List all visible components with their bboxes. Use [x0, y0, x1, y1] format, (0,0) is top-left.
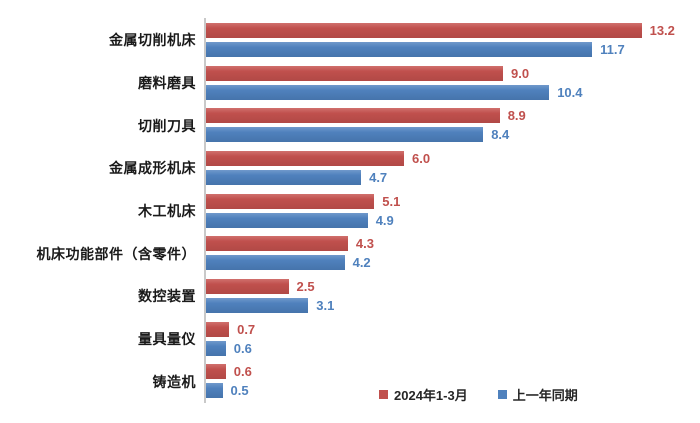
category-label: 量具量仪 [138, 331, 196, 348]
value-label: 3.1 [316, 298, 335, 314]
data-bar-series-2 [206, 42, 593, 57]
bar-row: 4.2 [206, 255, 700, 271]
category-label: 数控装置 [138, 288, 196, 305]
bar-row: 8.9 [206, 108, 700, 124]
legend-item: 2024年1-3月 [379, 385, 468, 404]
bar-group: 13.2 11.7 [206, 23, 700, 61]
chart-group: 磨料磨具 9.0 10.4 [0, 62, 700, 105]
bar-row: 3.1 [206, 298, 700, 314]
legend-label: 2024年1-3月 [394, 388, 468, 403]
data-bar-series-1 [206, 193, 375, 209]
data-bar-series-1 [206, 108, 500, 124]
data-bar-series-2 [206, 255, 345, 271]
value-label: 9.0 [511, 65, 530, 81]
chart-group: 铸造机 0.6 0.5 [0, 360, 700, 403]
category-label: 机床功能部件（含零件） [36, 245, 196, 262]
bar-group: 9.0 10.4 [206, 65, 700, 104]
bar-row: 0.5 [206, 383, 700, 399]
category-label: 金属成形机床 [109, 160, 196, 177]
bar-row: 4.7 [206, 170, 700, 186]
y-axis-line [204, 18, 206, 403]
chart-group: 量具量仪 0.7 0.6 [0, 318, 700, 361]
plot-area: 金属切削机床 13.2 11.7 磨料磨具 9.0 10.4 切削刀具 8.9 8.4 金属成形机… [0, 19, 700, 403]
bar-row: 5.1 [206, 193, 700, 209]
bar-row: 13.2 [206, 23, 700, 38]
value-label: 4.7 [369, 170, 388, 186]
data-bar-series-2 [206, 127, 484, 143]
value-label: 13.2 [649, 23, 675, 38]
bar-row: 6.0 [206, 151, 700, 167]
value-label: 8.4 [491, 127, 510, 143]
chart-group: 金属成形机床 6.0 4.7 [0, 147, 700, 190]
value-label: 8.9 [507, 108, 526, 124]
data-bar-series-1 [206, 321, 230, 337]
chart-group: 数控装置 2.5 3.1 [0, 275, 700, 318]
bar-row: 10.4 [206, 84, 700, 100]
chart-group: 木工机床 5.1 4.9 [0, 190, 700, 233]
data-bar-series-2 [206, 383, 223, 399]
data-bar-series-2 [206, 84, 550, 100]
bar-row: 4.9 [206, 212, 700, 228]
chart-group: 金属切削机床 13.2 11.7 [0, 19, 700, 62]
bar-group: 2.5 3.1 [206, 279, 700, 317]
data-bar-series-2 [206, 212, 368, 228]
chart-group: 机床功能部件（含零件） 4.3 4.2 [0, 232, 700, 275]
value-label: 10.4 [557, 84, 583, 100]
value-label: 6.0 [412, 151, 431, 167]
value-label: 4.3 [355, 236, 374, 252]
bar-row: 9.0 [206, 65, 700, 81]
bar-row: 0.6 [206, 340, 700, 356]
data-bar-series-1 [206, 23, 642, 38]
bar-row: 11.7 [206, 42, 700, 57]
value-label: 5.1 [382, 193, 401, 209]
category-label: 铸造机 [152, 373, 196, 390]
category-label: 金属切削机床 [109, 32, 196, 49]
value-label: 0.6 [233, 364, 252, 380]
bar-group: 5.1 4.9 [206, 193, 700, 232]
data-bar-series-1 [206, 151, 404, 167]
data-bar-series-2 [206, 298, 309, 314]
category-label: 木工机床 [138, 203, 196, 220]
legend-label: 上一年同期 [512, 388, 578, 403]
category-label: 切削刀具 [138, 117, 196, 134]
value-label: 0.7 [237, 321, 256, 337]
value-label: 2.5 [296, 279, 315, 295]
bar-row: 0.7 [206, 321, 700, 337]
data-bar-series-1 [206, 364, 226, 380]
data-bar-series-2 [206, 340, 226, 356]
bar-group: 0.7 0.6 [206, 321, 700, 360]
value-label: 0.6 [233, 340, 252, 356]
category-label: 磨料磨具 [138, 75, 196, 91]
value-label: 0.5 [230, 383, 249, 399]
bar-group: 0.6 0.5 [206, 364, 700, 402]
value-label: 4.2 [352, 255, 371, 271]
bar-row: 2.5 [206, 279, 700, 295]
data-bar-series-1 [206, 236, 348, 252]
bar-row: 0.6 [206, 364, 700, 380]
bar-group: 8.9 8.4 [206, 108, 700, 146]
bar-group: 6.0 4.7 [206, 151, 700, 189]
chart-legend: 2024年1-3月 上一年同期 [379, 385, 578, 404]
bar-group: 4.3 4.2 [206, 236, 700, 274]
legend-swatch-icon [379, 390, 388, 399]
data-bar-series-1 [206, 65, 503, 81]
bar-row: 4.3 [206, 236, 700, 252]
value-label: 4.9 [375, 212, 394, 228]
chart-group: 切削刀具 8.9 8.4 [0, 104, 700, 147]
value-label: 11.7 [600, 42, 625, 57]
data-bar-series-1 [206, 279, 289, 295]
legend-item: 上一年同期 [497, 385, 578, 404]
bar-row: 8.4 [206, 127, 700, 143]
legend-swatch-icon [497, 390, 507, 399]
data-bar-series-2 [206, 170, 362, 186]
